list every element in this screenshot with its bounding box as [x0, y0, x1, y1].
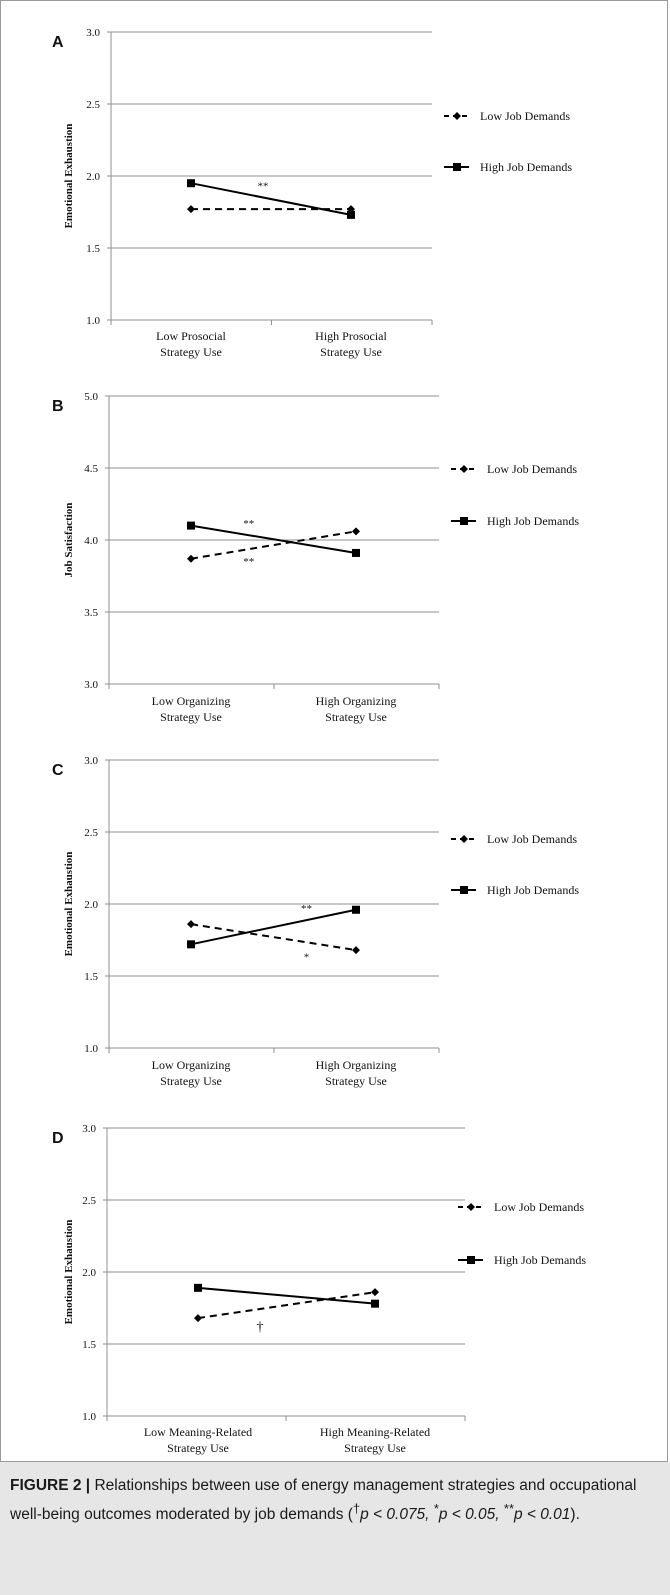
x-category-label: Low Meaning-Related Strategy Use: [144, 1425, 252, 1455]
caption-p3: p < 0.01: [513, 1506, 571, 1524]
legend-label: Low Job Demands: [487, 462, 577, 476]
y-tick-label: 2.0: [82, 1267, 96, 1279]
legend-label: High Job Demands: [487, 514, 579, 528]
legend-marker-diamond: [460, 835, 468, 843]
figure-panels: A 1.0 1.5 2.0 2.5 3.0 Emotional Exhaustion Low …: [52, 27, 586, 1455]
significance-marker: **: [258, 180, 269, 192]
y-tick-label: 4.5: [84, 463, 98, 475]
y-tick-label: 2.5: [82, 1195, 96, 1207]
y-axis-label: Emotional Exhaustion: [63, 124, 75, 229]
x-category-label: High Organizing Strategy Use: [316, 1058, 397, 1088]
data-point-diamond: [371, 1288, 379, 1297]
legend-label: Low Job Demands: [480, 109, 570, 123]
legend-marker-diamond: [467, 1203, 475, 1211]
y-tick-label: 3.0: [84, 755, 98, 767]
x-category-label: High Meaning-Related Strategy Use: [320, 1425, 430, 1455]
figure-caption-box: FIGURE 2 | Relationships between use of …: [0, 1462, 670, 1595]
chart-panel-d: D 1.0 1.5 2.0 2.5 3.0 Emotional Exhaustion Low …: [52, 1123, 586, 1455]
series-line-high-job-demands: [190, 182, 352, 216]
figure-caption: FIGURE 2 | Relationships between use of …: [10, 1474, 660, 1526]
y-tick-label: 3.0: [86, 27, 100, 39]
y-tick-label: 2.5: [86, 99, 100, 111]
legend-marker-diamond: [453, 112, 461, 120]
x-category-label: Low Organizing Strategy Use: [152, 1058, 231, 1088]
significance-marker: **: [243, 556, 254, 568]
series-line-high-job-demands: [190, 908, 357, 946]
caption-p2: p < 0.05,: [438, 1506, 504, 1524]
data-point-square: [187, 940, 195, 949]
data-point-diamond: [187, 554, 195, 563]
significance-marker: **: [301, 903, 312, 915]
y-axis-label: Job Satisfaction: [63, 503, 75, 578]
x-category-label: High Prosocial Strategy Use: [315, 329, 387, 359]
y-tick-label: 1.0: [86, 315, 100, 327]
y-tick-label: 3.5: [84, 607, 98, 619]
panel-letter: C: [52, 762, 64, 779]
data-point-diamond: [352, 527, 360, 536]
data-point-square: [371, 1299, 379, 1308]
legend-marker-square: [453, 163, 461, 171]
series-line-high-job-demands: [190, 524, 357, 554]
caption-star1: *: [433, 1501, 439, 1516]
legend-label: High Job Demands: [487, 883, 579, 897]
caption-p1: p < 0.075,: [360, 1506, 430, 1524]
legend-label: High Job Demands: [480, 160, 572, 174]
y-axis-label: Emotional Exhaustion: [63, 1220, 75, 1325]
series-line-low-job-demands: [190, 530, 357, 560]
y-tick-label: 1.0: [82, 1411, 96, 1423]
data-point-square: [352, 548, 360, 557]
data-point-diamond: [352, 946, 360, 955]
series-line-high-job-demands: [197, 1286, 376, 1305]
y-tick-label: 5.0: [84, 391, 98, 403]
y-tick-label: 2.5: [84, 827, 98, 839]
y-tick-label: 4.0: [84, 535, 98, 547]
y-tick-label: 1.5: [84, 971, 98, 983]
legend-marker-square: [460, 517, 468, 525]
legend-label: Low Job Demands: [494, 1200, 584, 1214]
panel-letter: D: [52, 1130, 64, 1147]
data-point-square: [187, 521, 195, 530]
data-point-diamond: [194, 1314, 202, 1323]
chart-panel-b: B 3.0 3.5 4.0 4.5 5.0 Job Satisfaction Low Orga…: [52, 391, 579, 724]
y-tick-label: 2.0: [86, 171, 100, 183]
caption-end: ).: [570, 1506, 580, 1524]
data-point-square: [352, 905, 360, 914]
significance-marker: †: [256, 1320, 263, 1335]
chart-panel-a: A 1.0 1.5 2.0 2.5 3.0 Emotional Exhaustion Low …: [52, 27, 572, 359]
y-tick-label: 3.0: [84, 679, 98, 691]
caption-star2: **: [503, 1501, 514, 1516]
figure-label: FIGURE 2 |: [10, 1477, 91, 1494]
series-line-low-job-demands: [197, 1291, 376, 1320]
x-category-label: Low Organizing Strategy Use: [152, 694, 231, 724]
legend-marker-square: [460, 886, 468, 894]
significance-marker: *: [304, 951, 310, 963]
caption-text: Relationships between use of energy mana…: [10, 1477, 637, 1524]
series-line-low-job-demands: [190, 923, 357, 952]
data-point-square: [194, 1283, 202, 1292]
y-tick-label: 1.0: [84, 1043, 98, 1055]
data-point-square: [347, 210, 355, 219]
y-tick-label: 3.0: [82, 1123, 96, 1135]
y-tick-label: 1.5: [82, 1339, 96, 1351]
legend-label: Low Job Demands: [487, 832, 577, 846]
data-point-square: [187, 179, 195, 188]
panel-letter: B: [52, 398, 64, 415]
y-axis-label: Emotional Exhaustion: [63, 852, 75, 957]
y-tick-label: 1.5: [86, 243, 100, 255]
chart-panel-c: C 1.0 1.5 2.0 2.5 3.0 Emotional Exhaustion Low …: [52, 755, 579, 1088]
legend-marker-square: [467, 1256, 475, 1264]
data-point-diamond: [187, 205, 195, 214]
legend-marker-diamond: [460, 465, 468, 473]
significance-marker: **: [243, 518, 254, 530]
caption-dagger: †: [352, 1501, 361, 1516]
x-category-label: Low Prosocial Strategy Use: [156, 329, 226, 359]
y-tick-label: 2.0: [84, 899, 98, 911]
x-category-label: High Organizing Strategy Use: [316, 694, 397, 724]
data-point-diamond: [187, 920, 195, 929]
panel-letter: A: [52, 34, 64, 51]
legend-label: High Job Demands: [494, 1253, 586, 1267]
